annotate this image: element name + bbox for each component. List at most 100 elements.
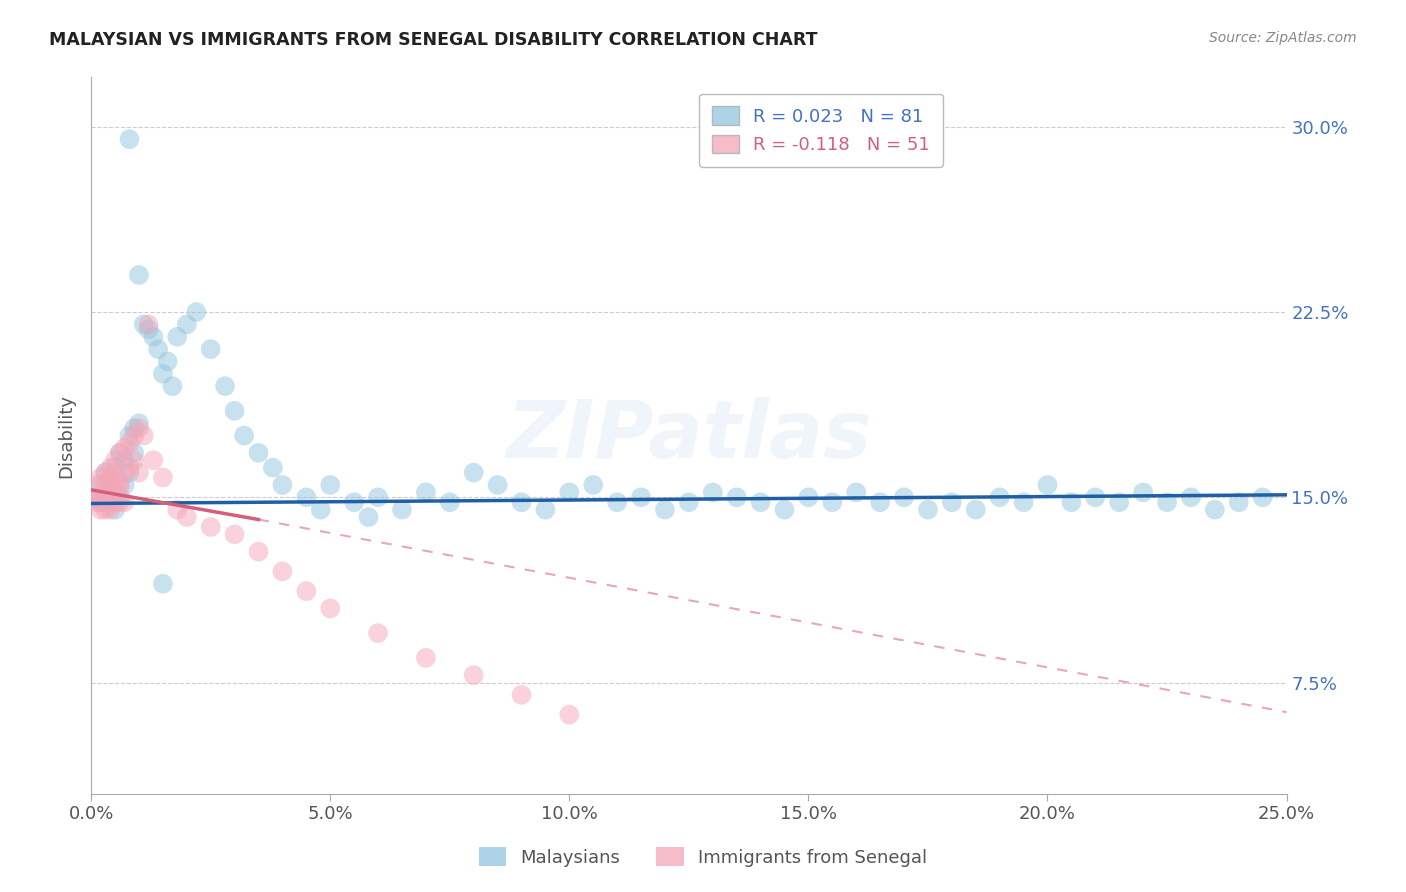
Point [797, 491, 820, 505]
Point [1084, 491, 1107, 505]
Point [295, 491, 318, 505]
Point [845, 485, 868, 500]
Point [94, 466, 117, 480]
Point [534, 502, 557, 516]
Point [176, 318, 198, 332]
Point [166, 502, 188, 516]
Point [90, 491, 112, 505]
Legend: R = 0.023   N = 81, R = -0.118   N = 51: R = 0.023 N = 81, R = -0.118 N = 51 [699, 94, 943, 167]
Point [104, 495, 127, 509]
Point [108, 491, 131, 505]
Point [132, 318, 155, 332]
Point [725, 491, 748, 505]
Point [122, 421, 145, 435]
Text: MALAYSIAN VS IMMIGRANTS FROM SENEGAL DISABILITY CORRELATION CHART: MALAYSIAN VS IMMIGRANTS FROM SENEGAL DIS… [49, 31, 818, 49]
Point [104, 453, 127, 467]
Point [558, 707, 581, 722]
Point [90, 478, 112, 492]
Point [114, 466, 136, 480]
Point [114, 453, 136, 467]
Point [678, 495, 700, 509]
Point [114, 478, 136, 492]
Point [152, 470, 174, 484]
Point [988, 491, 1011, 505]
Point [247, 544, 270, 558]
Point [271, 478, 294, 492]
Point [510, 495, 533, 509]
Point [941, 495, 963, 509]
Point [773, 502, 796, 516]
Point [108, 446, 131, 460]
Point [917, 502, 939, 516]
Point [162, 379, 184, 393]
Point [749, 495, 772, 509]
Point [295, 584, 318, 599]
Point [122, 428, 145, 442]
Point [1012, 495, 1035, 509]
Y-axis label: Disability: Disability [58, 393, 75, 477]
Point [114, 495, 136, 509]
Point [319, 478, 342, 492]
Point [558, 485, 581, 500]
Text: ZIPatlas: ZIPatlas [506, 397, 872, 475]
Point [702, 485, 724, 500]
Point [98, 460, 121, 475]
Point [200, 342, 222, 356]
Point [319, 601, 342, 615]
Point [122, 446, 145, 460]
Point [510, 688, 533, 702]
Point [98, 502, 121, 516]
Point [463, 466, 485, 480]
Point [415, 485, 437, 500]
Point [233, 428, 256, 442]
Point [582, 478, 605, 492]
Point [104, 460, 127, 475]
Point [118, 436, 141, 450]
Point [262, 460, 284, 475]
Point [90, 495, 112, 509]
Point [214, 379, 236, 393]
Point [224, 527, 246, 541]
Point [118, 466, 141, 480]
Point [309, 502, 332, 516]
Point [439, 495, 461, 509]
Point [114, 441, 136, 455]
Point [132, 428, 155, 442]
Point [1108, 495, 1130, 509]
Point [152, 576, 174, 591]
Point [118, 460, 141, 475]
Point [108, 478, 131, 492]
Legend: Malaysians, Immigrants from Senegal: Malaysians, Immigrants from Senegal [471, 840, 935, 874]
Point [343, 495, 366, 509]
Point [965, 502, 987, 516]
Point [415, 650, 437, 665]
Point [142, 330, 165, 344]
Point [1251, 491, 1274, 505]
Point [94, 485, 117, 500]
Point [869, 495, 891, 509]
Point [84, 495, 107, 509]
Point [108, 478, 131, 492]
Point [630, 491, 652, 505]
Text: Source: ZipAtlas.com: Source: ZipAtlas.com [1209, 31, 1357, 45]
Point [271, 565, 294, 579]
Point [357, 510, 380, 524]
Point [98, 491, 121, 505]
Point [94, 466, 117, 480]
Point [94, 485, 117, 500]
Point [122, 453, 145, 467]
Point [104, 478, 127, 492]
Point [90, 495, 112, 509]
Point [128, 268, 150, 282]
Point [224, 404, 246, 418]
Point [1156, 495, 1178, 509]
Point [1204, 502, 1226, 516]
Point [108, 446, 131, 460]
Point [118, 132, 141, 146]
Point [128, 466, 150, 480]
Point [94, 495, 117, 509]
Point [247, 446, 270, 460]
Point [128, 416, 150, 430]
Point [1227, 495, 1250, 509]
Point [1036, 478, 1059, 492]
